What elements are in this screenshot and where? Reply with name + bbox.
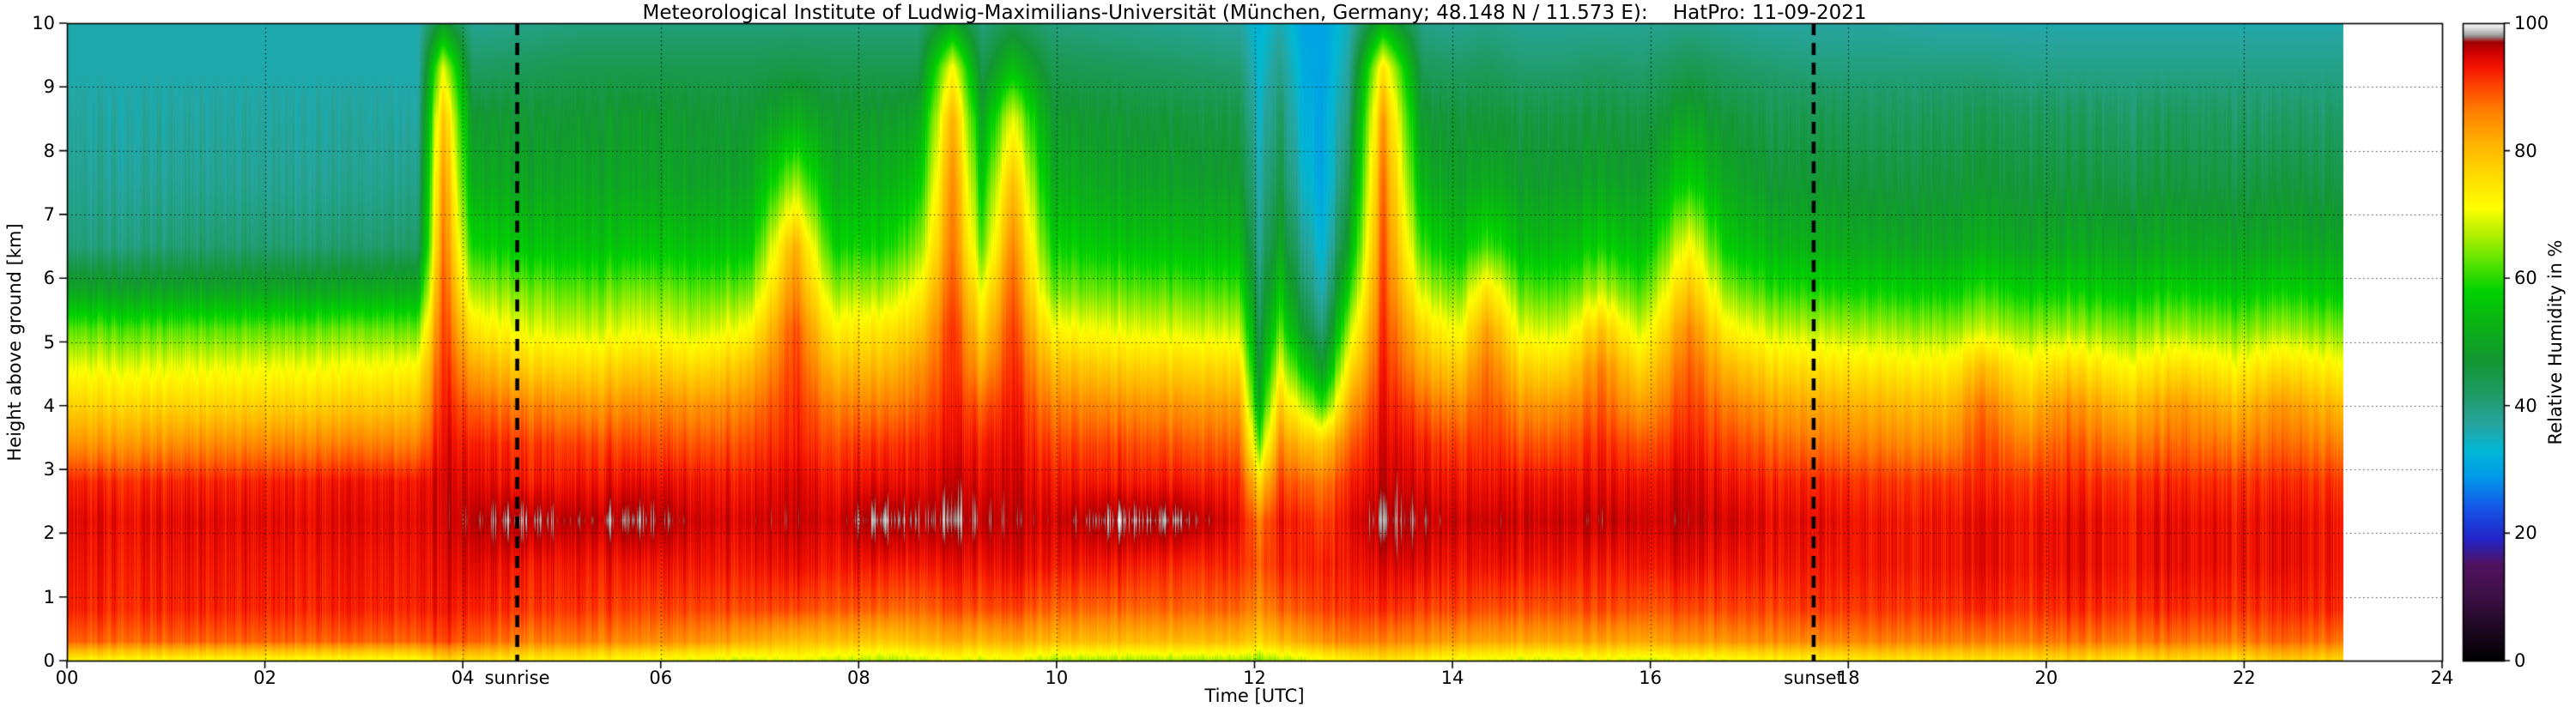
x-axis-label: Time [UTC] [1204,686,1305,706]
colorbar-tick-label: 100 [2514,13,2549,33]
sunrise-label: sunrise [484,668,550,688]
colorbar-tick-label: 20 [2514,523,2537,544]
colorbar-tick-label: 60 [2514,268,2537,289]
x-tick-label: 06 [649,668,673,688]
colorbar-tick-label: 0 [2514,650,2526,671]
y-tick-label: 5 [43,331,55,353]
chart-title: Meteorological Institute of Ludwig-Maxim… [642,2,1867,24]
y-tick-label: 2 [43,523,55,544]
x-tick-label: 12 [1243,668,1266,688]
y-tick-label: 6 [43,268,55,289]
y-tick-label: 10 [32,13,55,33]
colorbar-tick-label: 40 [2514,395,2537,416]
x-tick-label: 10 [1045,668,1069,688]
y-tick-label: 1 [43,586,55,607]
y-tick-label: 9 [43,76,55,98]
y-tick-label: 7 [43,203,55,225]
sunset-label: sunset [1784,668,1844,688]
x-tick-label: 16 [1639,668,1663,688]
x-tick-label: 00 [55,668,79,688]
x-tick-label: 22 [2233,668,2256,688]
x-tick-label: 08 [846,668,870,688]
x-tick-label: 24 [2430,668,2454,688]
x-tick-label: 02 [253,668,276,688]
y-tick-label: 4 [43,395,55,416]
x-tick-label: 18 [1836,668,1860,688]
x-tick-label: 04 [451,668,475,688]
y-tick-label: 0 [43,650,55,671]
y-tick-label: 8 [43,140,55,161]
colorbar-tick-label: 80 [2514,140,2537,161]
y-tick-label: 3 [43,459,55,480]
x-tick-label: 20 [2034,668,2058,688]
x-tick-label: 14 [1440,668,1464,688]
